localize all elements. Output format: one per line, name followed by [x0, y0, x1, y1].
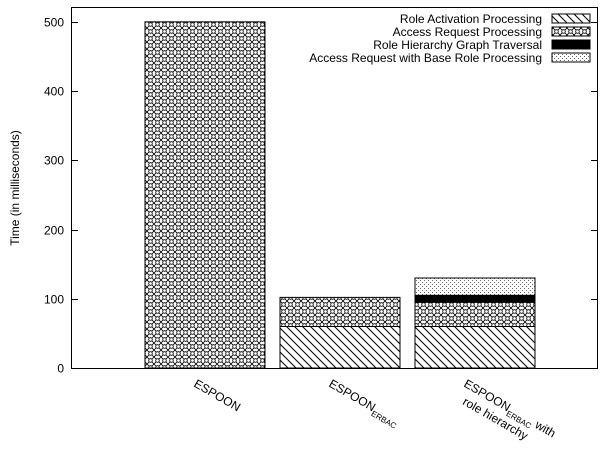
category-label-subscript: ERBAC [369, 409, 398, 431]
bars [144, 21, 536, 369]
svg-text:ESPOONERBAC: ESPOONERBAC [325, 376, 402, 430]
bar-segment [414, 277, 536, 296]
bar-segment [414, 294, 536, 303]
y-tick-label: 400 [44, 85, 64, 99]
bar-segment [144, 21, 266, 369]
legend-label: Role Activation Processing [400, 12, 542, 26]
legend-swatch [551, 26, 591, 37]
y-tick-label: 100 [44, 293, 64, 307]
bar-segment [279, 296, 401, 327]
legend-swatch [551, 52, 591, 63]
y-tick-label: 200 [44, 224, 64, 238]
category-label-suffix: with [530, 416, 558, 440]
bar-segment [414, 301, 536, 327]
bar-segment [279, 325, 401, 369]
legend-swatch [551, 39, 591, 50]
category-label-main: ESPOON [192, 376, 243, 414]
y-tick-label: 300 [44, 154, 64, 168]
y-axis: 0 100 200 300 400 500 [44, 16, 597, 376]
y-tick-label: 0 [57, 362, 64, 376]
legend-label: Access Request Processing [393, 25, 542, 39]
y-axis-label: Time (in milliseconds) [8, 130, 22, 246]
svg-text:ESPOON: ESPOON [192, 376, 243, 414]
legend-label: Role Hierarchy Graph Traversal [373, 38, 542, 52]
category-label-main: ESPOON [327, 376, 378, 414]
y-tick-label: 500 [44, 16, 64, 30]
category-label: ESPOONERBAC [325, 376, 402, 430]
category-label: ESPOON [192, 376, 243, 414]
bar-segment [414, 325, 536, 369]
legend-swatch [551, 13, 591, 24]
legend-label: Access Request with Base Role Processing [309, 51, 542, 65]
